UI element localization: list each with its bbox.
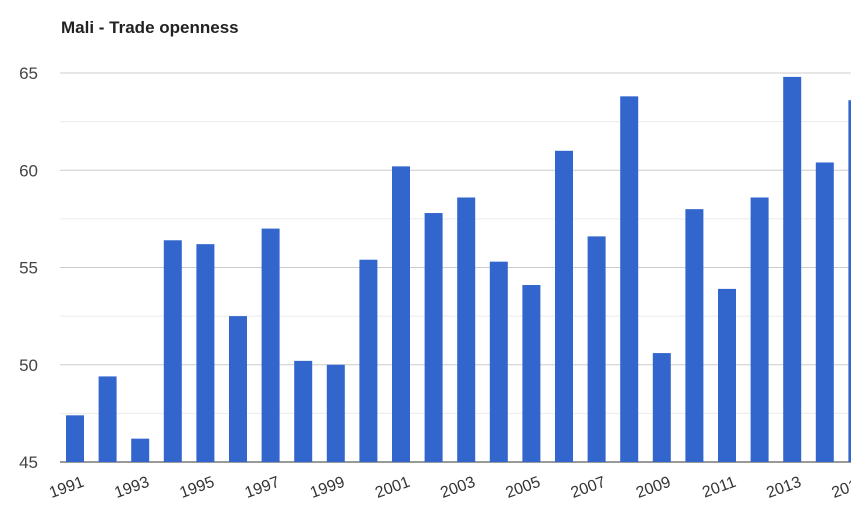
x-tick-label: 2003 (438, 474, 477, 502)
bar-2014[interactable] (815, 162, 834, 462)
x-tick-label: 1997 (243, 474, 282, 502)
bar-1993[interactable] (131, 438, 150, 462)
bar-1996[interactable] (229, 316, 247, 462)
x-tick-label: 1991 (47, 474, 86, 502)
bar-2011[interactable] (718, 288, 736, 462)
x-tick-label: 2011 (700, 474, 738, 502)
bar-2009[interactable] (652, 353, 671, 462)
bars (66, 76, 851, 463)
y-tick-label: 65 (19, 64, 38, 83)
bar-2010[interactable] (685, 209, 704, 462)
x-axis-ticks: 1991 1993 1995 1997 1999 2001 2003 2005 2007 2009… (47, 474, 851, 502)
bar-1997[interactable] (261, 228, 280, 462)
bar-2003[interactable] (457, 197, 476, 463)
chart-title: Mali - Trade openness (61, 18, 239, 37)
x-tick-label: 2009 (634, 474, 673, 502)
x-tick-label: 1995 (178, 474, 217, 502)
bar-2015[interactable] (848, 100, 851, 462)
bar-1999[interactable] (326, 364, 345, 462)
x-tick-label: 2007 (569, 474, 608, 502)
bar-1995[interactable] (196, 244, 215, 462)
x-tick-label: 1993 (112, 474, 151, 502)
x-tick-label: 2015 (830, 474, 851, 502)
bar-1991[interactable] (66, 415, 84, 462)
bar-1992[interactable] (98, 376, 117, 462)
y-tick-label: 55 (19, 259, 38, 278)
bar-2002[interactable] (424, 213, 443, 462)
y-axis-ticks: 45 50 55 60 65 (19, 64, 38, 472)
bar-2013[interactable] (783, 76, 802, 462)
x-tick-label: 2001 (373, 474, 412, 502)
bar-2008[interactable] (620, 96, 639, 462)
y-tick-label: 45 (19, 453, 38, 472)
bar-2012[interactable] (750, 197, 769, 463)
bar-2005[interactable] (522, 285, 541, 462)
bar-2001[interactable] (392, 166, 410, 463)
bar-1994[interactable] (163, 240, 182, 462)
bar-2006[interactable] (555, 150, 573, 463)
x-tick-label: 1999 (308, 474, 347, 502)
bar-2007[interactable] (587, 236, 606, 462)
bar-1998[interactable] (294, 360, 313, 462)
bar-2000[interactable] (359, 259, 378, 462)
y-tick-label: 60 (19, 161, 38, 180)
x-tick-label: 2013 (764, 474, 803, 502)
bar-2004[interactable] (489, 261, 508, 462)
y-tick-label: 50 (19, 356, 38, 375)
x-tick-label: 2005 (504, 474, 543, 502)
